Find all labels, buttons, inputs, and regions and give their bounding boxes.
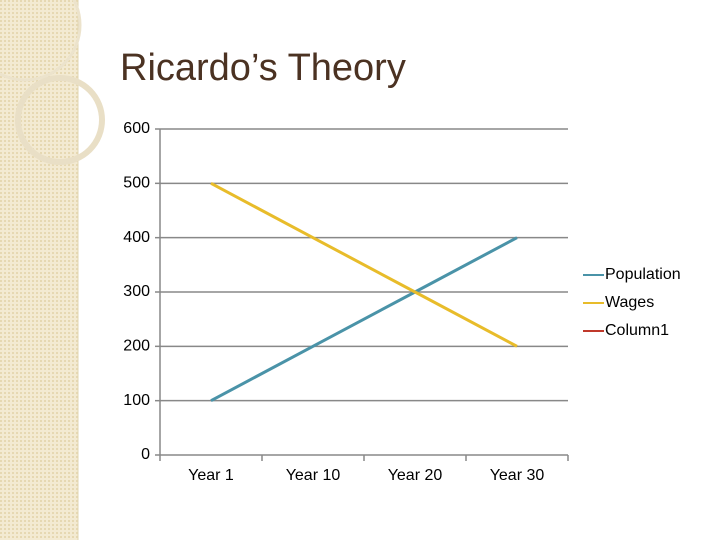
y-tick-label: 300 (123, 283, 150, 300)
legend-label: Column1 (605, 322, 669, 339)
line-series (210, 182, 518, 348)
y-tick-label: 100 (123, 392, 150, 409)
x-tick-label: Year 10 (286, 467, 341, 484)
x-tick-label: Year 1 (188, 467, 234, 484)
x-tick-label: Year 30 (490, 467, 545, 484)
y-tick-label: 600 (123, 120, 150, 137)
y-tick-label: 200 (123, 338, 150, 355)
deco-circle (0, 0, 82, 82)
side-strip (0, 0, 78, 540)
x-tick-label: Year 20 (388, 467, 443, 484)
legend-label: Population (605, 266, 681, 283)
deco-circle (15, 75, 105, 165)
line-series (210, 236, 518, 402)
slide-title: Ricardo’s Theory (120, 47, 406, 89)
y-tick-label: 400 (123, 229, 150, 246)
y-tick-label: 0 (141, 446, 150, 463)
y-tick-label: 500 (123, 175, 150, 192)
legend-label: Wages (605, 294, 654, 311)
